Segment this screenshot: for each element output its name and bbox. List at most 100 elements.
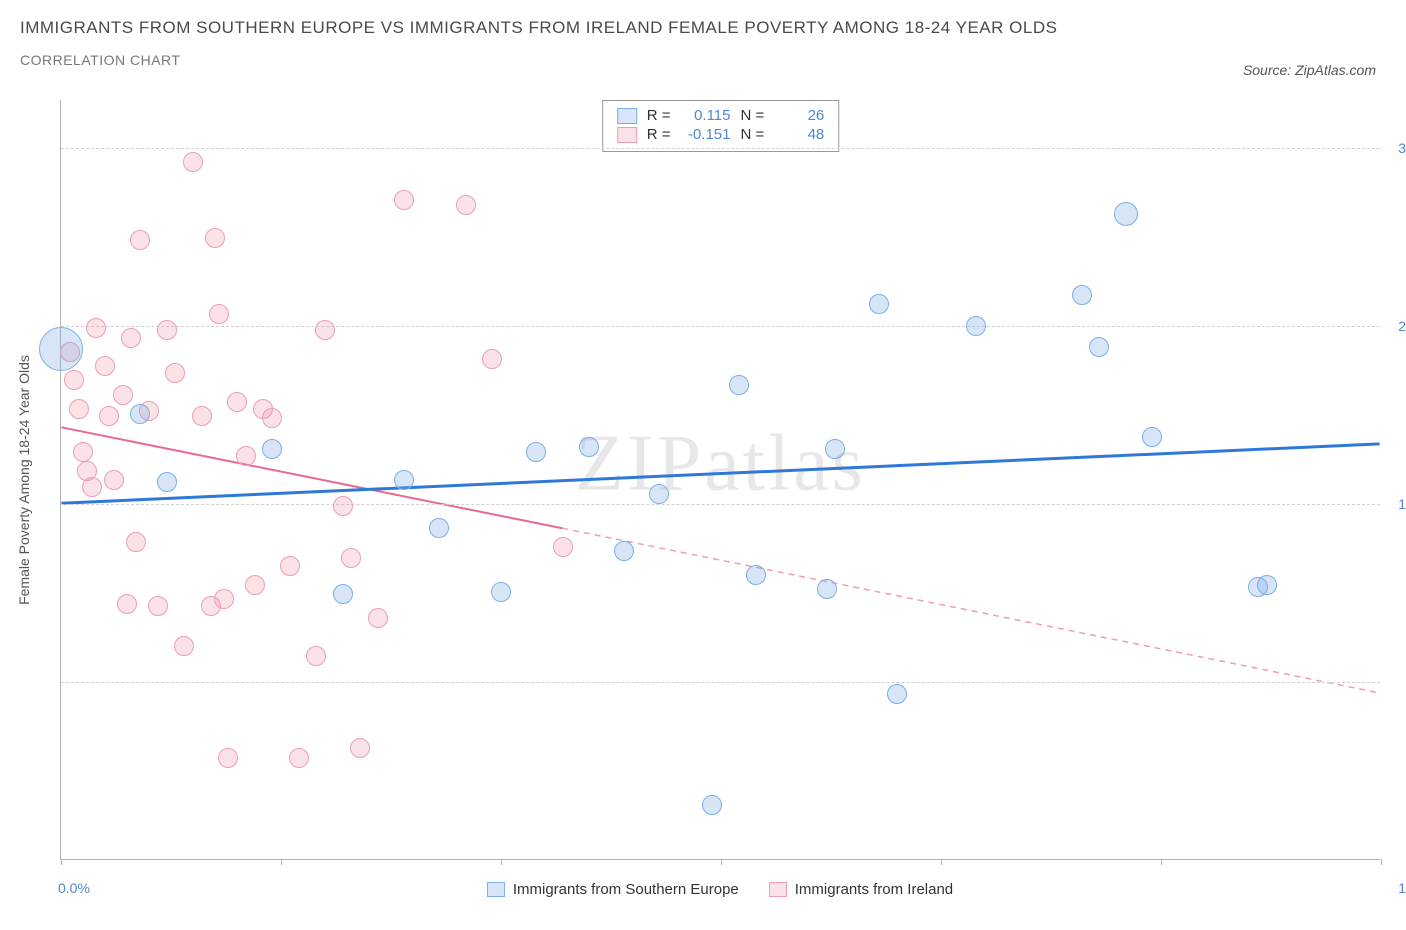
scatter-point <box>887 684 907 704</box>
scatter-point <box>95 356 115 376</box>
scatter-point <box>205 228 225 248</box>
gridline <box>61 682 1380 683</box>
scatter-point <box>394 190 414 210</box>
scatter-point <box>121 328 141 348</box>
footer-label-a: Immigrants from Southern Europe <box>513 881 739 898</box>
source-prefix: Source: <box>1243 62 1295 78</box>
scatter-point <box>350 738 370 758</box>
scatter-point <box>113 385 133 405</box>
source-name: ZipAtlas.com <box>1295 62 1376 78</box>
legend-swatch-b <box>617 127 637 143</box>
scatter-point <box>825 439 845 459</box>
scatter-point <box>341 548 361 568</box>
y-tick-label: 15.0% <box>1383 496 1406 512</box>
watermark: ZIPatlas <box>575 419 866 510</box>
scatter-point <box>82 477 102 497</box>
scatter-point <box>126 532 146 552</box>
scatter-point <box>315 320 335 340</box>
scatter-point <box>262 439 282 459</box>
scatter-point <box>104 470 124 490</box>
legend-n-value-a: 26 <box>774 107 824 124</box>
scatter-point <box>966 316 986 336</box>
legend-n-label: N = <box>741 126 765 143</box>
scatter-point <box>218 748 238 768</box>
scatter-point <box>227 392 247 412</box>
scatter-point <box>579 437 599 457</box>
chart-title: IMMIGRANTS FROM SOUTHERN EUROPE VS IMMIG… <box>20 18 1386 38</box>
plot-area: ZIPatlas R = 0.115 N = 26 R = -0.151 N =… <box>60 100 1380 860</box>
scatter-point <box>236 446 256 466</box>
legend-n-value-b: 48 <box>774 126 824 143</box>
x-tick <box>1381 859 1382 865</box>
scatter-point <box>817 579 837 599</box>
gridline <box>61 326 1380 327</box>
x-axis-max-label: 15.0% <box>1398 880 1406 896</box>
footer-swatch-a <box>487 882 505 897</box>
scatter-point <box>553 537 573 557</box>
x-tick <box>721 859 722 865</box>
scatter-point <box>192 406 212 426</box>
y-axis-label: Female Poverty Among 18-24 Year Olds <box>16 355 32 605</box>
scatter-point <box>130 230 150 250</box>
scatter-point <box>649 484 669 504</box>
scatter-point <box>86 318 106 338</box>
scatter-point <box>289 748 309 768</box>
scatter-point <box>702 795 722 815</box>
scatter-point <box>456 195 476 215</box>
scatter-point <box>117 594 137 614</box>
scatter-point <box>429 518 449 538</box>
chart-subtitle: CORRELATION CHART <box>20 52 1386 68</box>
footer-legend: Immigrants from Southern Europe Immigran… <box>60 881 1380 898</box>
gridline <box>61 148 1380 149</box>
x-tick <box>941 859 942 865</box>
scatter-point <box>1089 337 1109 357</box>
scatter-point <box>130 404 150 424</box>
legend-r-value-b: -0.151 <box>681 126 731 143</box>
scatter-point <box>729 375 749 395</box>
correlation-chart: ZIPatlas R = 0.115 N = 26 R = -0.151 N =… <box>60 100 1380 860</box>
scatter-point <box>157 472 177 492</box>
legend-r-value-a: 0.115 <box>681 107 731 124</box>
legend-row-series-a: R = 0.115 N = 26 <box>617 107 825 124</box>
scatter-point <box>209 304 229 324</box>
scatter-point <box>39 327 83 371</box>
legend-swatch-a <box>617 108 637 124</box>
scatter-point <box>183 152 203 172</box>
scatter-point <box>526 442 546 462</box>
scatter-point <box>394 470 414 490</box>
footer-legend-item-a: Immigrants from Southern Europe <box>487 881 739 898</box>
scatter-point <box>482 349 502 369</box>
source-attribution: Source: ZipAtlas.com <box>1243 62 1376 78</box>
scatter-point <box>245 575 265 595</box>
scatter-point <box>69 399 89 419</box>
legend-r-label: R = <box>647 107 671 124</box>
footer-legend-item-b: Immigrants from Ireland <box>769 881 953 898</box>
scatter-point <box>165 363 185 383</box>
scatter-point <box>1114 202 1138 226</box>
scatter-point <box>614 541 634 561</box>
scatter-point <box>148 596 168 616</box>
scatter-point <box>73 442 93 462</box>
scatter-point <box>491 582 511 602</box>
legend-row-series-b: R = -0.151 N = 48 <box>617 126 825 143</box>
legend-r-label: R = <box>647 126 671 143</box>
scatter-point <box>99 406 119 426</box>
scatter-point <box>333 584 353 604</box>
x-tick <box>61 859 62 865</box>
scatter-point <box>368 608 388 628</box>
scatter-point <box>1248 577 1268 597</box>
scatter-point <box>306 646 326 666</box>
scatter-point <box>1072 285 1092 305</box>
x-tick <box>501 859 502 865</box>
y-tick-label: 22.5% <box>1383 318 1406 334</box>
footer-label-b: Immigrants from Ireland <box>795 881 953 898</box>
scatter-point <box>333 496 353 516</box>
legend-n-label: N = <box>741 107 765 124</box>
scatter-point <box>174 636 194 656</box>
trend-lines <box>61 100 1380 859</box>
x-tick <box>1161 859 1162 865</box>
scatter-point <box>214 589 234 609</box>
y-tick-label: 30.0% <box>1383 140 1406 156</box>
footer-swatch-b <box>769 882 787 897</box>
scatter-point <box>157 320 177 340</box>
